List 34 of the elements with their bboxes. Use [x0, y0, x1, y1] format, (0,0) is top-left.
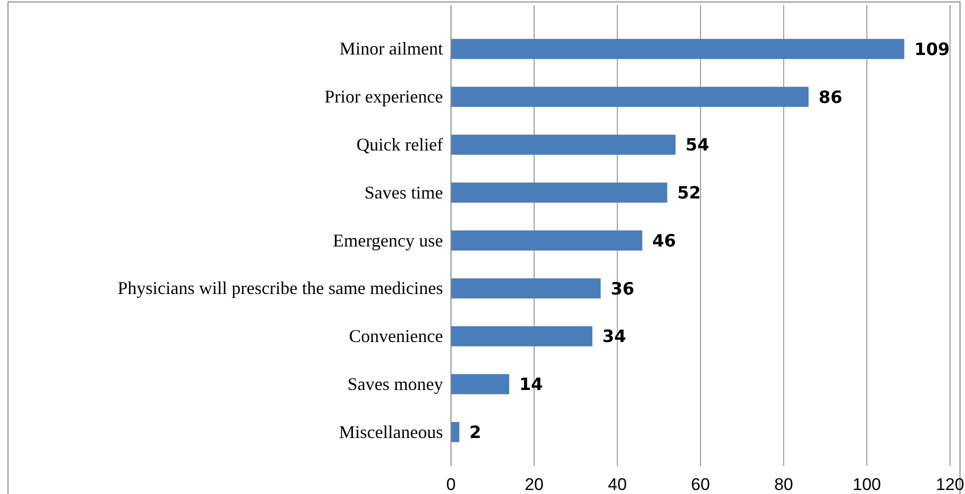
data-label: 52 [677, 184, 701, 204]
x-tick-label: 100 [852, 475, 882, 494]
data-label: 46 [652, 231, 676, 252]
bar [451, 230, 642, 251]
data-label: 14 [519, 375, 544, 396]
bar [451, 86, 809, 107]
y-tick-label: Saves time [364, 182, 443, 202]
bar [451, 38, 904, 59]
bar [451, 374, 510, 394]
x-tick-label: 60 [691, 475, 710, 494]
x-tick-label: 80 [774, 475, 794, 494]
data-label: 34 [602, 327, 626, 348]
bar [451, 134, 676, 155]
y-tick-label: Saves money [348, 374, 443, 394]
bar [451, 182, 668, 203]
data-label: 86 [818, 88, 842, 108]
y-tick-label: Minor ailment [340, 38, 443, 59]
y-tick-label: Prior experience [324, 86, 443, 107]
data-label: 109 [914, 40, 950, 60]
x-tick-label: 40 [608, 475, 627, 494]
y-tick-label: Quick relief [356, 134, 443, 154]
x-tick-label: 20 [524, 475, 544, 494]
y-tick-label: Miscellaneous [339, 422, 443, 442]
y-tick-label: Physicians will prescribe the same medicines [118, 278, 443, 298]
y-tick-label: Emergency use [332, 230, 443, 250]
data-label: 2 [469, 423, 482, 444]
y-tick-label: Convenience [349, 326, 444, 346]
x-tick-label: 0 [446, 475, 456, 494]
bar [451, 278, 601, 298]
bar [451, 422, 460, 442]
bar [451, 326, 592, 346]
x-tick-label: 120 [936, 475, 964, 494]
data-label: 36 [610, 279, 634, 300]
data-label: 54 [686, 136, 710, 156]
